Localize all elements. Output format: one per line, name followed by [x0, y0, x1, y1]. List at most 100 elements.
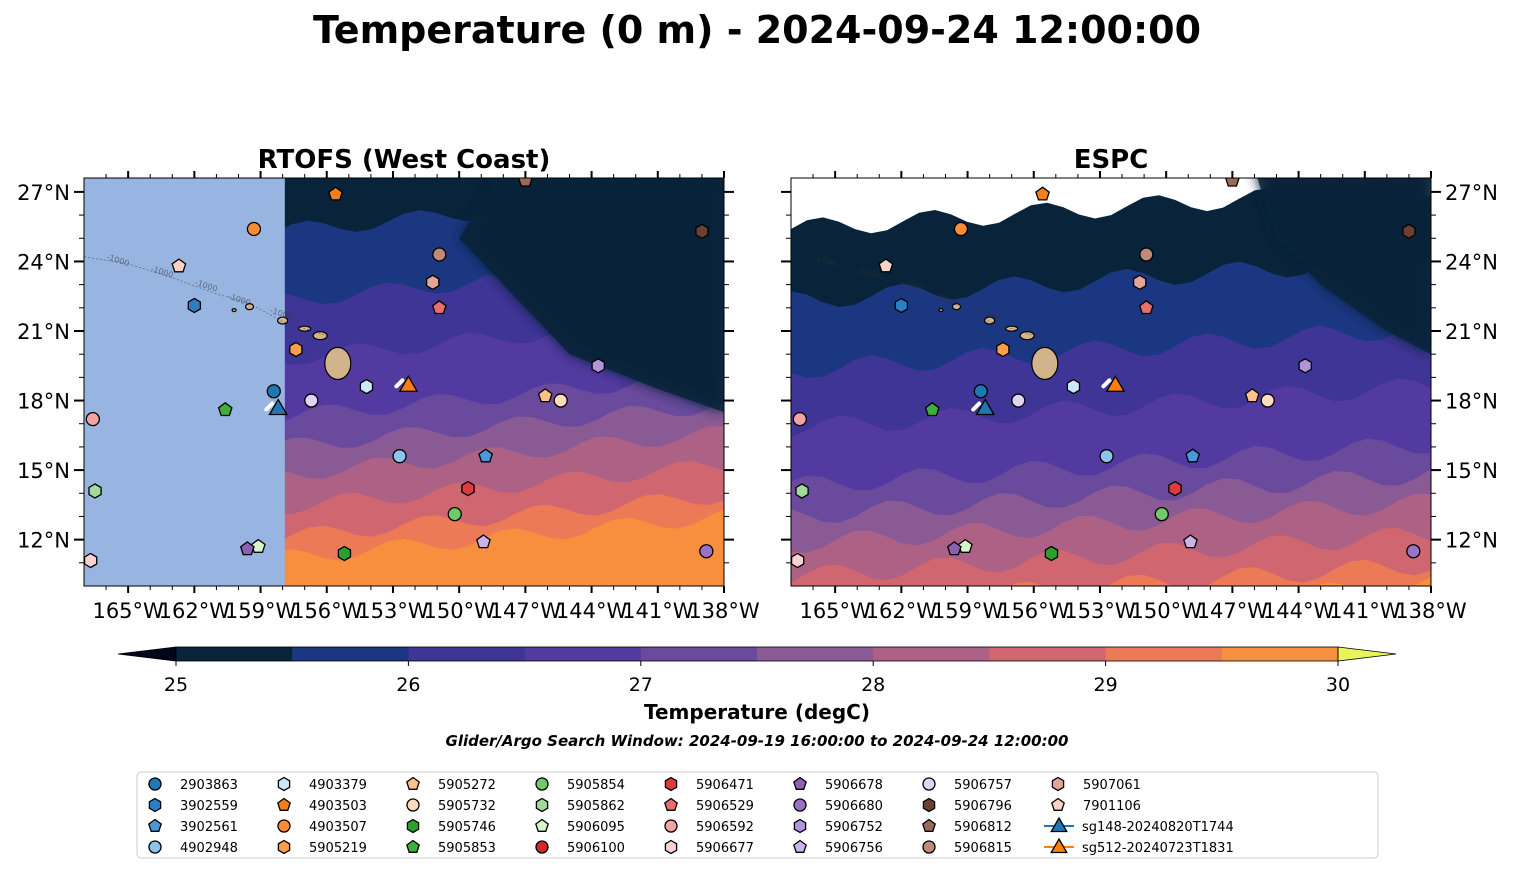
contour-line: [791, 256, 1034, 336]
float-marker-5906815: [432, 247, 447, 262]
float-marker-5906680: [699, 544, 714, 559]
x-tick-label: 141°W: [622, 599, 694, 623]
legend-label: 5906756: [825, 841, 883, 856]
legend-marker: [922, 840, 936, 854]
float-marker-5905272: [537, 388, 553, 403]
legend-label: 5906752: [825, 820, 883, 835]
x-tick-label: 156°W: [998, 599, 1070, 623]
glider-track: [394, 378, 405, 389]
legend-marker: [535, 797, 549, 813]
x-tick-label: 153°W: [357, 599, 429, 623]
glider-track: [971, 401, 982, 412]
legend-marker: [277, 797, 291, 811]
colorbar-segment: [408, 647, 526, 661]
legend-marker: [535, 777, 549, 791]
legend-label: 3902561: [180, 820, 238, 835]
map-panel-espc: ESPC -1000-1000-1000-1000-1000 165°W162°…: [781, 145, 1498, 623]
float-marker-7901106: [878, 258, 894, 273]
float-marker-5906812: [1224, 178, 1240, 187]
island: [312, 331, 328, 341]
float-marker-4903507: [246, 221, 262, 237]
x-tick-label: 144°W: [556, 599, 628, 623]
legend-marker: [148, 818, 162, 832]
colorbar: 25 26 27 28 29 30: [117, 646, 1397, 696]
colorbar-tick-label: 27: [629, 674, 653, 696]
legend-marker: [664, 839, 678, 855]
legend-label: sg148-20240820T1744: [1082, 820, 1234, 835]
legend-marker: [406, 839, 420, 853]
contour-line: [84, 256, 327, 336]
temperature-band: [791, 528, 1431, 586]
x-tick-label: 150°W: [423, 599, 495, 623]
cool-water-core: [1257, 178, 1431, 355]
y-tick-label: 21°N: [17, 320, 70, 344]
y-tick-label: 15°N: [1445, 459, 1498, 483]
search-window-note: Glider/Argo Search Window: 2024-09-19 16…: [446, 732, 1069, 750]
legend-marker: [535, 818, 549, 832]
float-marker-5906529: [431, 299, 447, 315]
colorbar-tick-label: 26: [396, 674, 420, 696]
float-marker-5906677: [791, 552, 805, 569]
float-marker-5906677: [84, 552, 98, 569]
x-tick-label: 150°W: [1130, 599, 1202, 623]
no-data-mask: [84, 178, 285, 586]
x-tick-label: 141°W: [1329, 599, 1401, 623]
legend-label: 4902948: [180, 841, 238, 856]
float-marker-5907061: [425, 274, 440, 291]
legend-marker: [664, 819, 678, 833]
colorbar-segment: [176, 647, 293, 661]
legend-label: 5906678: [825, 778, 883, 793]
glider-marker-sg512-20240723T1831: [398, 374, 419, 392]
island: [938, 308, 944, 313]
axes-rtofs: 165°W162°W159°W156°W153°W150°W147°W144°W…: [17, 171, 760, 623]
float-marker-3902561: [478, 448, 494, 463]
float-marker-5906752: [591, 358, 605, 374]
float-marker-4902948: [1099, 449, 1114, 464]
colorbar-segment: [757, 647, 874, 661]
x-tick-label: 165°W: [92, 599, 164, 623]
legend-marker: [277, 839, 291, 855]
colorbar-segment: [1221, 647, 1339, 661]
temperature-band: [1010, 560, 1431, 586]
legend-marker: [664, 776, 678, 792]
legend-marker: [148, 777, 162, 791]
float-marker-5905853: [924, 401, 940, 417]
colorbar-tick-label: 25: [164, 674, 188, 696]
float-marker-4903379: [359, 378, 374, 395]
float-marker-2903863: [266, 384, 281, 399]
colorbar-segment: [1105, 647, 1223, 661]
float-marker-5905854: [1154, 506, 1169, 522]
y-tick-label: 24°N: [17, 250, 70, 274]
float-marker-5906756: [476, 534, 491, 549]
float-marker-5906812: [517, 178, 533, 187]
legend-marker: [1050, 837, 1068, 854]
legend-marker: [793, 798, 807, 812]
map-frame-rtofs: [83, 177, 725, 587]
y-tick-label: 27°N: [17, 181, 70, 205]
float-marker-5906752: [1298, 358, 1312, 374]
legend-marker: [793, 818, 807, 834]
float-marker-5905219: [996, 341, 1010, 358]
legend-marker: [922, 818, 936, 832]
x-tick-label: 165°W: [799, 599, 871, 623]
legend-marker: [1050, 816, 1068, 833]
float-marker-4903503: [328, 186, 343, 201]
float-marker-4903503: [1035, 186, 1050, 201]
float-marker-5906529: [1138, 299, 1154, 315]
legend-box: [136, 771, 1379, 859]
no-data-region: [84, 178, 285, 586]
float-marker-3902561: [1185, 448, 1201, 463]
y-tick-label: 15°N: [17, 459, 70, 483]
legend-marker: [922, 797, 936, 813]
float-marker-5905732: [1260, 393, 1275, 408]
y-tick-label: 21°N: [1445, 320, 1498, 344]
float-marker-5906678: [946, 541, 962, 556]
legend-label: 5906471: [696, 778, 754, 793]
float-marker-5905853: [217, 401, 233, 417]
colorbar-segment: [292, 647, 409, 661]
colorbar-frame: [175, 646, 1339, 662]
legend-label: 5905746: [438, 820, 496, 835]
legend-marker: [793, 839, 807, 853]
temperature-band: [1316, 577, 1431, 586]
